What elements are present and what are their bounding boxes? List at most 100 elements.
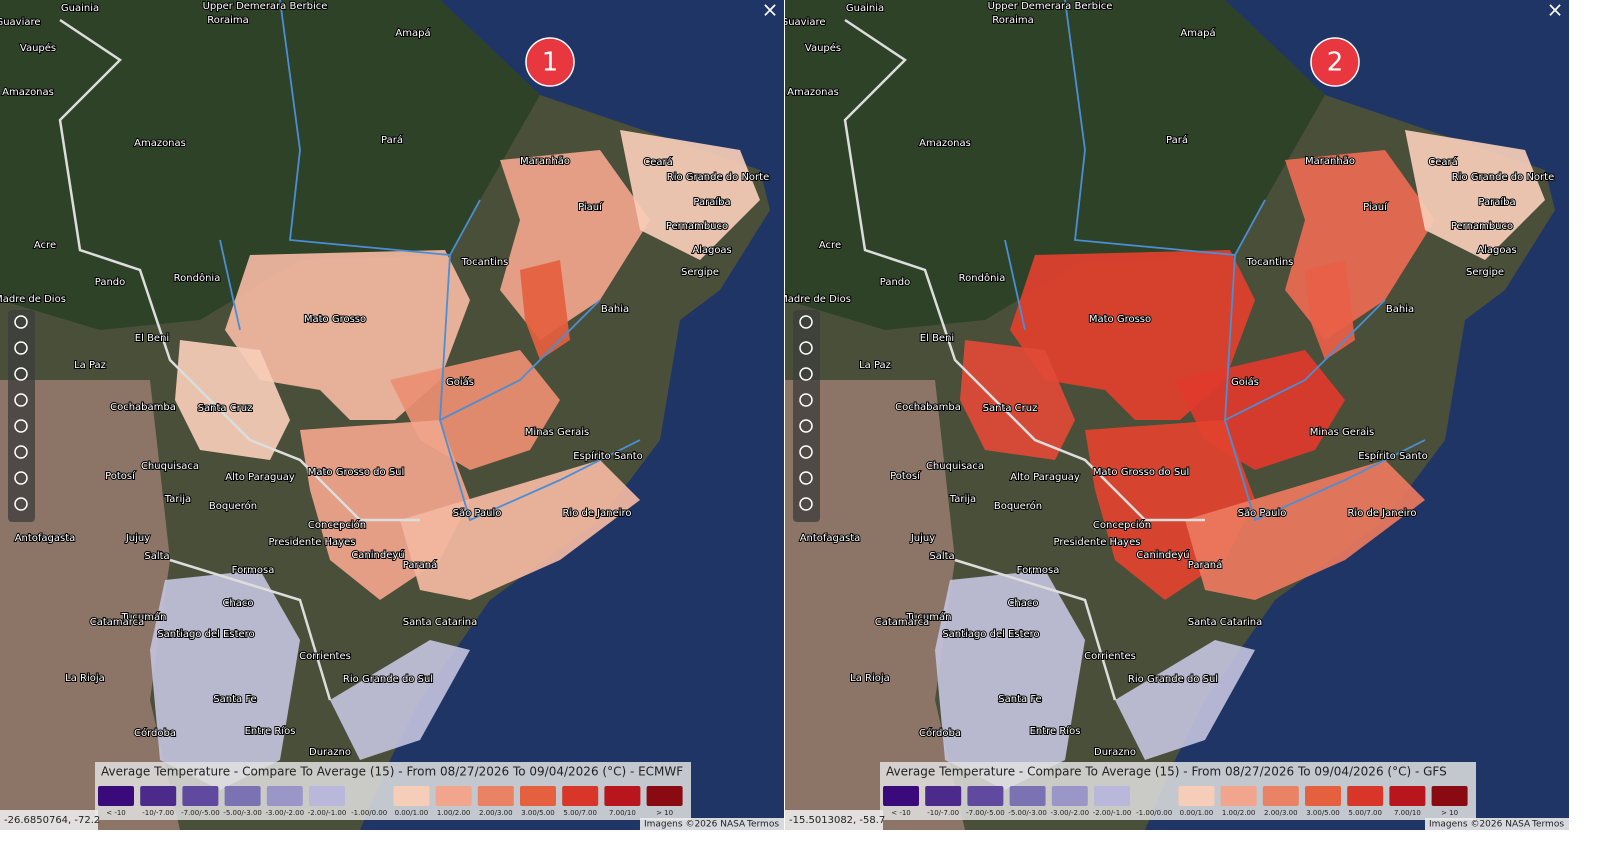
- tool-button[interactable]: [799, 471, 813, 485]
- place-label: Córdoba: [919, 727, 961, 739]
- legend-swatch: [1305, 786, 1341, 806]
- legend-swatch: [351, 786, 387, 806]
- tool-button[interactable]: [14, 341, 28, 355]
- place-label: Potosí: [890, 470, 921, 482]
- place-label: Cochabamba: [110, 402, 176, 413]
- place-label: Cochabamba: [895, 402, 961, 413]
- country-border: [843, 18, 1205, 701]
- legend-label: 5.00/7.00: [1348, 809, 1382, 817]
- legend: Average Temperature - Compare To Average…: [95, 762, 691, 820]
- place-label: Santa Catarina: [1188, 617, 1263, 628]
- tool-button[interactable]: [14, 471, 28, 485]
- legend-swatch: [967, 786, 1004, 806]
- legend-swatch: [1220, 786, 1257, 806]
- place-label: Santa Catarina: [403, 617, 478, 628]
- tool-button[interactable]: [14, 419, 28, 433]
- state-border: [219, 0, 641, 522]
- legend-label: < -10: [106, 809, 126, 817]
- attribution-bg: [640, 818, 784, 830]
- place-label: Piauí: [578, 201, 603, 213]
- legend-label: 5.00/7.00: [563, 809, 597, 817]
- legend-label: 3.00/5.00: [521, 809, 555, 817]
- place-label: Madre de Dios: [779, 294, 851, 305]
- place-label: Amapá: [395, 27, 430, 39]
- tool-button[interactable]: [14, 367, 28, 381]
- place-label: Catamarca: [90, 617, 145, 628]
- place-label: Durazno: [309, 747, 351, 758]
- place-label: Paraná: [1188, 559, 1222, 571]
- map-panel: Guainia Upper Demerara Berbice Roraima Amap…: [0, 0, 784, 830]
- legend-label: 1.00/2.00: [1222, 809, 1256, 817]
- place-label: Rondônia: [174, 272, 221, 284]
- close-button[interactable]: ×: [1547, 0, 1564, 22]
- legend-label: < -10: [891, 809, 911, 817]
- tool-button[interactable]: [14, 445, 28, 459]
- place-label: El Beni: [135, 333, 169, 344]
- toolbar: [8, 310, 35, 522]
- place-label: Entre Ríos: [1030, 725, 1081, 737]
- place-label: Pando: [95, 277, 126, 288]
- tool-button[interactable]: [799, 419, 813, 433]
- place-label: Tarija: [949, 494, 976, 505]
- temperature-anomaly: [400, 460, 640, 600]
- tool-button[interactable]: [799, 393, 813, 407]
- terms-link[interactable]: Termos: [1531, 820, 1564, 830]
- place-label: São Paulo: [453, 508, 502, 519]
- place-label: Pando: [880, 277, 911, 288]
- tool-button[interactable]: [799, 445, 813, 459]
- place-label: Tocantins: [1246, 257, 1294, 268]
- place-label: Sergipe: [681, 267, 719, 278]
- place-label: Espírito Santo: [1358, 450, 1428, 462]
- place-label: Antofagasta: [800, 533, 861, 544]
- temperature-anomaly: [960, 340, 1075, 460]
- close-button[interactable]: ×: [762, 0, 779, 22]
- place-label: Vaupés: [805, 42, 841, 54]
- place-label: Formosa: [1017, 565, 1060, 576]
- tool-button[interactable]: [799, 315, 813, 329]
- tool-button[interactable]: [14, 315, 28, 329]
- place-label: Jujuy: [910, 533, 935, 544]
- place-label: Guaviare: [0, 17, 41, 28]
- tool-button[interactable]: [799, 341, 813, 355]
- place-label: Pernambuco: [1451, 221, 1513, 232]
- place-label: Sergipe: [1466, 267, 1504, 278]
- place-label: Bahia: [1386, 304, 1414, 315]
- tool-button[interactable]: [799, 367, 813, 381]
- place-label: Guainia: [61, 3, 99, 14]
- place-label: Pará: [1166, 134, 1188, 146]
- attribution: Imagens ©2026 NASA: [644, 820, 746, 830]
- place-label: Rondônia: [959, 272, 1006, 284]
- place-label: Tucumán: [906, 611, 952, 623]
- place-label: Rio de Janeiro: [562, 508, 631, 519]
- place-label: Santiago del Estero: [157, 629, 254, 640]
- tool-button[interactable]: [14, 393, 28, 407]
- coordinates: -26.6850764, -72.2: [4, 815, 100, 826]
- tool-button[interactable]: [14, 497, 28, 511]
- amazon-forest: [0, 0, 540, 330]
- coords-bg: [0, 810, 98, 830]
- legend-label: 7.00/10: [1394, 809, 1421, 817]
- legend-label: -3.00/-2.00: [266, 809, 305, 817]
- legend-swatch: [393, 786, 430, 806]
- legend-title: Average Temperature - Compare To Average…: [101, 765, 683, 779]
- state-border: [1004, 0, 1426, 522]
- temperature-anomaly: [175, 340, 290, 460]
- tool-button[interactable]: [799, 497, 813, 511]
- place-label: Tarija: [164, 494, 191, 505]
- place-label: Pernambuco: [666, 221, 728, 232]
- amazon-forest: [785, 0, 1325, 330]
- legend-label: 2.00/3.00: [1264, 809, 1298, 817]
- legend-swatch: [309, 786, 345, 806]
- place-label: Rio Grande do Norte: [667, 172, 769, 183]
- legend-label: -10/-7.00: [142, 809, 174, 817]
- terms-link[interactable]: Termos: [746, 820, 779, 830]
- place-label: Chaco: [222, 598, 253, 609]
- place-label: Upper Demerara Berbice: [203, 1, 328, 12]
- place-label: Ceará: [643, 156, 673, 168]
- place-label: Boquerón: [994, 500, 1042, 512]
- temperature-anomaly: [1405, 130, 1545, 260]
- place-label: Durazno: [1094, 747, 1136, 758]
- legend-swatch: [562, 786, 599, 806]
- place-label: Upper Demerara Berbice: [988, 1, 1113, 12]
